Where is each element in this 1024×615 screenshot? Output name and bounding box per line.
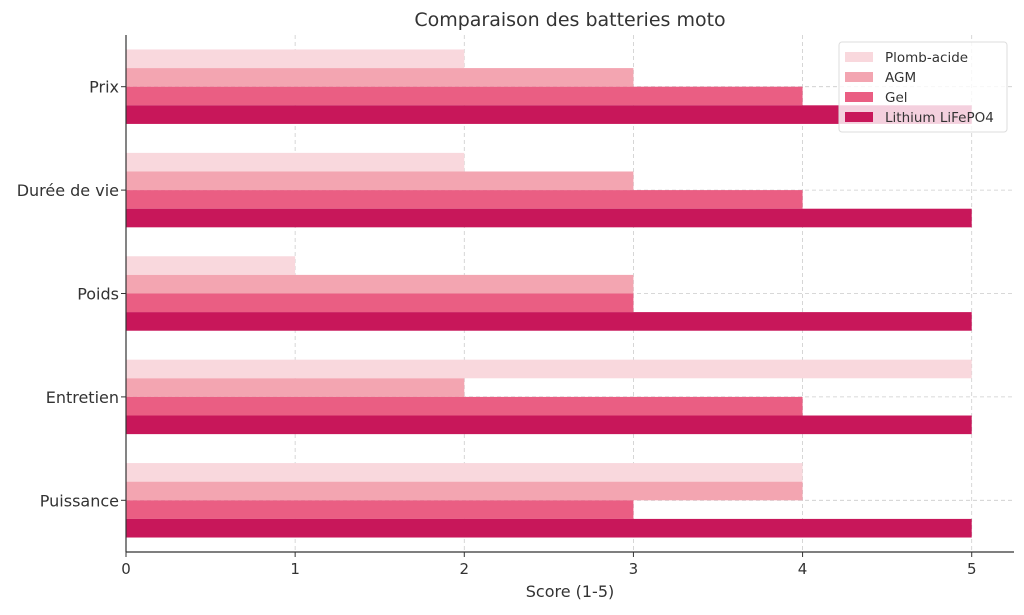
y-tick-label: Poids <box>77 285 119 304</box>
y-tick-label: Prix <box>89 78 119 97</box>
x-tick-label: 1 <box>290 560 300 578</box>
bar-lithium-lifepo4-1 <box>126 208 972 228</box>
bar-lithium-lifepo4-0 <box>126 105 972 124</box>
bar-gel-1 <box>126 190 803 209</box>
legend-label: Plomb-acide <box>885 50 968 66</box>
bar-plomb-acide-4 <box>126 463 803 482</box>
legend-swatch <box>845 112 873 122</box>
bar-agm-0 <box>126 68 634 87</box>
axes: 0 1 2 3 4 5 Prix Durée de vie Poids Entretien Puis… <box>17 35 1014 578</box>
chart-title: Comparaison des batteries moto <box>414 9 725 31</box>
legend-swatch <box>845 52 873 62</box>
bar-agm-3 <box>126 378 465 397</box>
bar-plomb-acide-1 <box>126 152 465 172</box>
x-tick-label: 5 <box>967 560 977 578</box>
bars <box>126 49 972 538</box>
bar-lithium-lifepo4-2 <box>126 312 972 331</box>
bar-agm-4 <box>126 481 803 501</box>
bar-gel-3 <box>126 396 803 416</box>
bar-lithium-lifepo4-3 <box>126 415 972 435</box>
legend-swatch <box>845 92 873 102</box>
bar-lithium-lifepo4-4 <box>126 518 972 538</box>
legend-label: Lithium LiFePO4 <box>885 110 994 126</box>
bar-gel-0 <box>126 86 803 106</box>
x-tick-label: 3 <box>629 560 639 578</box>
legend-box <box>838 41 1008 133</box>
bar-plomb-acide-2 <box>126 256 296 275</box>
bar-plomb-acide-0 <box>126 49 465 69</box>
bar-gel-4 <box>126 500 634 519</box>
bar-plomb-acide-3 <box>126 359 972 379</box>
legend: Plomb-acide AGM Gel Lithium LiFePO4 <box>838 41 1008 133</box>
y-tick-label: Puissance <box>40 491 119 510</box>
y-tick-label: Entretien <box>46 388 119 407</box>
x-tick-label: 2 <box>460 560 470 578</box>
legend-swatch <box>845 72 873 82</box>
bar-gel-2 <box>126 293 634 313</box>
x-axis-label: Score (1-5) <box>526 582 615 601</box>
y-tick-label: Durée de vie <box>17 181 119 200</box>
legend-label: Gel <box>885 90 908 106</box>
bar-agm-2 <box>126 274 634 294</box>
bar-agm-1 <box>126 171 634 191</box>
legend-label: AGM <box>885 70 916 86</box>
x-tick-label: 0 <box>121 560 131 578</box>
x-tick-label: 4 <box>798 560 808 578</box>
